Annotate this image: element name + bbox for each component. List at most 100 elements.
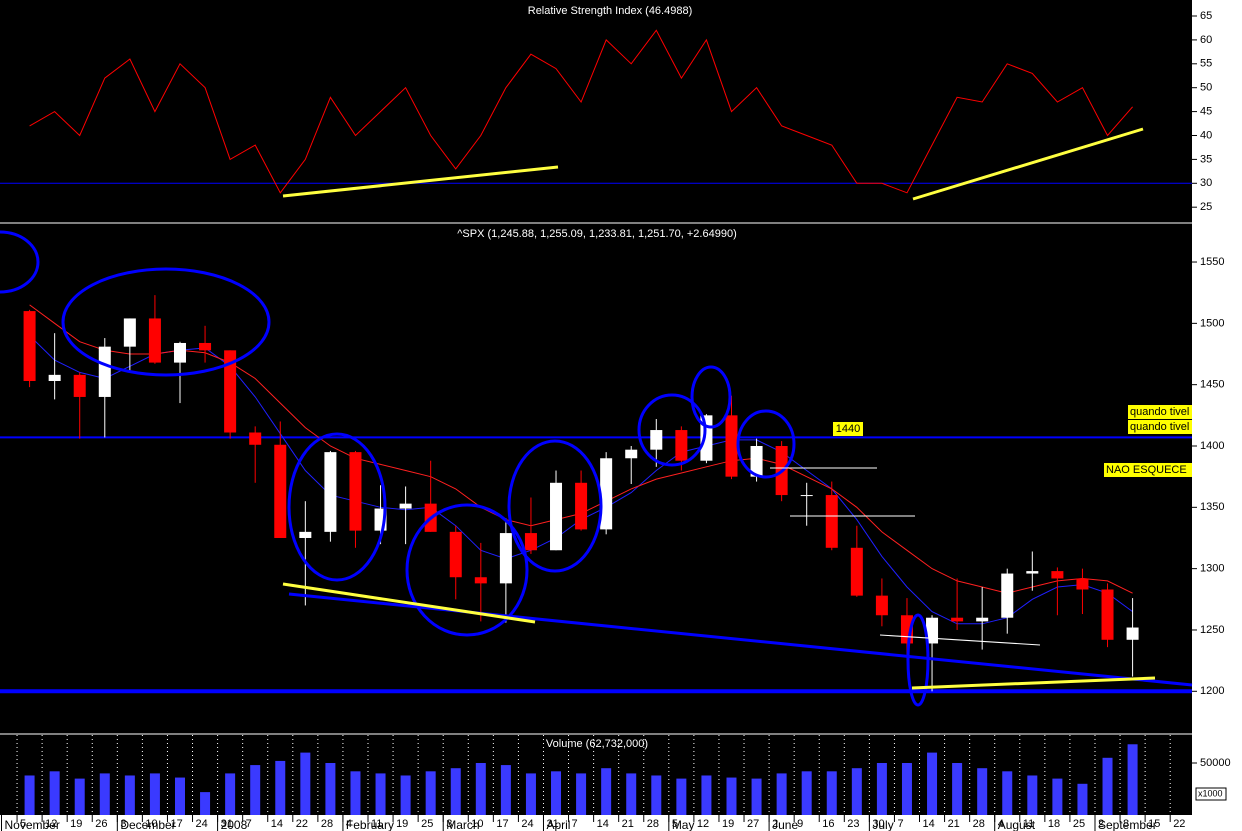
y-tick-label: 30 <box>1200 177 1212 189</box>
date-axis-strip <box>0 815 1242 831</box>
ellipse <box>736 409 796 479</box>
volume-bar <box>1052 778 1063 815</box>
candle-body <box>575 482 588 530</box>
x-tick-label: 7 <box>246 818 252 830</box>
volume-bar <box>24 775 35 815</box>
volume-bar <box>124 775 135 815</box>
x-tick-label: 25 <box>1073 818 1085 830</box>
x-tick-label: 8 <box>1123 818 1129 830</box>
trend-line <box>912 127 1144 201</box>
ellipse <box>690 365 732 429</box>
volume-bar <box>99 773 110 815</box>
candle-body <box>324 452 337 532</box>
plot-layer: 2530354045505560651200125013001350140014… <box>0 10 1231 831</box>
x-tick-label: 14 <box>923 818 935 830</box>
volume-bar <box>551 771 562 815</box>
candle-body <box>850 547 863 596</box>
ellipse <box>507 439 603 573</box>
candle-body <box>499 533 512 584</box>
candle-body <box>474 577 487 584</box>
right-axis-strip <box>1192 0 1242 831</box>
volume-bar <box>977 768 988 815</box>
volume-bar <box>851 768 862 815</box>
candle-body <box>48 374 61 381</box>
unit-label: x1000 <box>1198 788 1223 798</box>
x-tick-label: 21 <box>948 818 960 830</box>
x-tick-label: 19 <box>396 818 408 830</box>
x-tick-label: 10 <box>145 818 157 830</box>
volume-bar <box>325 762 336 815</box>
volume-bar <box>801 771 812 815</box>
volume-bar <box>751 778 762 815</box>
x-tick-label: 5 <box>672 818 678 830</box>
month-label: 2008 <box>221 818 248 831</box>
candle-body <box>1001 573 1014 618</box>
x-tick-label: 11 <box>371 818 382 830</box>
volume-bar <box>275 760 286 815</box>
month-label: April <box>546 818 570 831</box>
series-line <box>29 29 1133 194</box>
x-tick-label: 9 <box>797 818 803 830</box>
candle-body <box>1076 578 1089 590</box>
x-tick-label: 22 <box>1173 818 1185 830</box>
x-tick-label: 24 <box>521 818 533 830</box>
volume-bar <box>726 777 737 815</box>
x-tick-label: 28 <box>647 818 659 830</box>
price-title: ^SPX (1,245.88, 1,255.09, 1,233.81, 1,25… <box>457 228 736 240</box>
candle-body <box>349 452 362 531</box>
candle-body <box>625 449 638 459</box>
volume-bar <box>74 778 85 815</box>
trend-line <box>911 676 1156 690</box>
candle-body <box>173 342 186 363</box>
volume-bar <box>876 762 887 815</box>
candle-body <box>951 617 964 622</box>
candle-body <box>1051 571 1064 579</box>
volume-bar <box>49 771 60 815</box>
volume-bar <box>1077 783 1088 815</box>
x-tick-label: 23 <box>847 818 859 830</box>
volume-bar <box>651 775 662 815</box>
candle-body <box>274 444 287 538</box>
x-tick-label: 19 <box>722 818 734 830</box>
month-label: August <box>998 818 1036 831</box>
x-tick-label: 14 <box>271 818 283 830</box>
x-tick-label: 26 <box>95 818 107 830</box>
yellow-trend-lines <box>282 127 1156 690</box>
y-tick-label: 1250 <box>1200 624 1224 636</box>
x-tick-label: 2 <box>1098 818 1104 830</box>
volume-bar <box>1002 771 1013 815</box>
volume-bar <box>626 773 637 815</box>
candle-body <box>1026 571 1039 574</box>
candle-body <box>23 311 36 381</box>
candle-body <box>750 445 763 477</box>
x-tick-label: 10 <box>471 818 483 830</box>
ellipse <box>61 267 271 377</box>
volume-bar <box>576 773 587 815</box>
volume-bar <box>901 762 912 815</box>
month-label: November <box>5 818 60 831</box>
x-tick-label: 25 <box>421 818 433 830</box>
x-tick-label: 21 <box>622 818 634 830</box>
volume-bar <box>350 771 361 815</box>
x-tick-label: 31 <box>221 818 233 830</box>
candle-body <box>73 374 86 397</box>
month-label: September <box>1098 818 1157 831</box>
volume-bar <box>149 773 160 815</box>
annotation: 1440 <box>836 423 860 435</box>
x-tick-label: 18 <box>1048 818 1060 830</box>
x-tick-label: 7 <box>897 818 903 830</box>
volume-bar <box>1127 744 1138 815</box>
annotation: NAO ESQUECE <box>1106 464 1187 476</box>
candle-body <box>550 482 563 551</box>
candle-body <box>524 533 537 551</box>
volume-bar <box>250 765 261 815</box>
candle-body <box>825 495 838 548</box>
x-tick-label: 11 <box>1023 818 1034 830</box>
candle-body <box>98 346 111 397</box>
annotation: quando tivel <box>1130 406 1189 418</box>
x-tick-label: 27 <box>747 818 759 830</box>
volume-bar <box>400 775 411 815</box>
x-tick-label: 3 <box>446 818 452 830</box>
x-tick-label: 14 <box>597 818 609 830</box>
y-tick-label: 1550 <box>1200 256 1224 268</box>
